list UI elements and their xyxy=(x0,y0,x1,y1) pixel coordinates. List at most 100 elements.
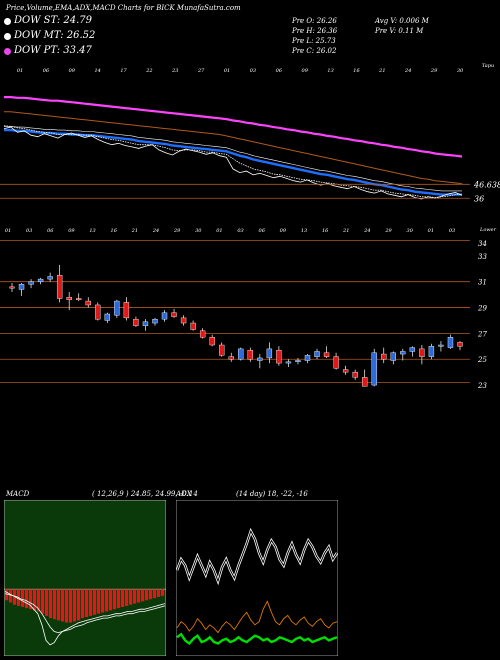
macd-histogram-bar xyxy=(89,589,93,616)
adx-chart xyxy=(176,500,338,656)
price-x-tick: 30 xyxy=(407,228,414,234)
candle-body xyxy=(285,361,292,364)
candle-body xyxy=(333,356,339,369)
macd-histogram-bar xyxy=(145,589,149,601)
candle-body xyxy=(276,349,282,364)
ema-x-tick: 09 xyxy=(302,68,309,74)
candle-body xyxy=(295,360,301,363)
macd-chart xyxy=(4,500,166,656)
adx-lines xyxy=(176,527,338,646)
candle-body xyxy=(352,371,358,378)
pre-volume: Pre V: 0.11 M xyxy=(375,27,424,35)
macd-histogram-bar xyxy=(29,589,33,610)
ema-corner-label: Tapu xyxy=(482,63,494,69)
macd-histogram-bar xyxy=(101,589,105,613)
candle-body xyxy=(247,349,253,360)
ema-x-tick: 30 xyxy=(457,68,464,74)
ema-short-line xyxy=(3,125,462,198)
macd-histogram-bar xyxy=(53,589,57,620)
candle-body xyxy=(56,275,63,299)
ema-x-tick: 16 xyxy=(353,68,360,74)
candle-body xyxy=(438,344,444,347)
price-x-tick: 03 xyxy=(237,228,243,234)
macd-line xyxy=(4,591,166,646)
price-chart: 01 03 06 09 13 16 21 24 29 30 01 03 06 09 13 16 21 24 29 30… xyxy=(0,227,497,390)
price-support-lines xyxy=(0,239,470,383)
macd-histogram-bar xyxy=(125,589,129,606)
price-x-tick: 09 xyxy=(68,228,75,234)
candle-body xyxy=(85,300,91,306)
ema-mid-upper-line xyxy=(4,126,462,192)
price-corner-label: Lower xyxy=(479,227,497,233)
macd-histogram-bar xyxy=(61,589,65,622)
ema-lines xyxy=(3,96,463,200)
avg-volume: Avg V: 0.006 M xyxy=(375,17,429,25)
candle-body xyxy=(457,342,463,347)
macd-histogram-bar xyxy=(109,589,113,611)
candle-body xyxy=(428,346,435,357)
macd-histogram-bar xyxy=(149,589,153,600)
candle-body xyxy=(37,278,44,282)
candle-body xyxy=(76,298,82,300)
macd-histogram-bar xyxy=(5,589,9,601)
adx-params: (14 day) 18, -22, -16 xyxy=(236,490,308,498)
adx-background xyxy=(176,500,338,656)
candle-body xyxy=(161,312,168,320)
candle-body xyxy=(28,281,34,285)
candle-body xyxy=(228,356,234,360)
dow-pt-label: DOW PT: 33.47 xyxy=(14,45,92,56)
pre-high: Pre H: 26.36 xyxy=(292,27,338,35)
candle-body xyxy=(66,296,72,300)
macd-histogram-bar xyxy=(65,589,69,623)
ema-x-tick: 03 xyxy=(250,68,256,74)
macd-background xyxy=(4,500,166,656)
candle-body xyxy=(238,348,244,360)
candle-body xyxy=(123,302,130,319)
candle-body xyxy=(47,276,53,280)
candle-body xyxy=(314,351,320,357)
pre-open: Pre O: 26.26 xyxy=(292,17,337,25)
macd-histogram-bar xyxy=(161,589,165,596)
ema-x-tick: 09 xyxy=(69,68,76,74)
price-y-tick: 33 xyxy=(478,253,487,261)
ema-x-tick: 27 xyxy=(197,68,205,74)
price-x-tick: 29 xyxy=(173,228,181,234)
price-x-tick: 06 xyxy=(259,228,266,234)
macd-histogram-bar xyxy=(133,589,137,604)
macd-histogram-bar xyxy=(41,589,45,614)
dow-pt-marker xyxy=(4,48,11,55)
ema-x-tick: 29 xyxy=(430,68,438,74)
price-x-tick: 01 xyxy=(428,228,434,234)
macd-signal-line xyxy=(4,593,166,634)
macd-histogram-bar xyxy=(85,589,89,617)
macd-histogram-bar xyxy=(157,589,161,597)
macd-histogram-bar xyxy=(77,589,81,621)
macd-histogram-bar xyxy=(81,589,85,619)
candle-body xyxy=(95,304,101,320)
price-y-tick: 29 xyxy=(477,305,487,313)
macd-histogram-bar xyxy=(49,589,53,619)
candle-body xyxy=(18,284,25,290)
price-x-tick: 21 xyxy=(342,228,349,234)
macd-histogram-bar xyxy=(33,589,37,611)
price-y-tick: 25 xyxy=(477,356,487,364)
price-y-tick: 23 xyxy=(477,382,487,390)
macd-histogram-bar xyxy=(21,589,25,607)
ema-x-tick: 21 xyxy=(378,68,385,74)
macd-params: ( 12,26,9 ) 24.85, 24.99, -0.14 xyxy=(92,490,198,498)
candle-body xyxy=(209,337,215,346)
pre-low: Pre L: 25.73 xyxy=(292,37,336,45)
price-x-tick: 29 xyxy=(384,228,392,234)
candle-body xyxy=(447,337,454,348)
macd-histogram-bar xyxy=(57,589,61,621)
macd-histogram-bar xyxy=(69,589,73,623)
ema-x-tick: 23 xyxy=(171,68,178,74)
dow-mt-label: DOW MT: 26.52 xyxy=(14,30,96,41)
ema-y-labels: 46.638 36 xyxy=(0,180,500,203)
adx-di-minus-line xyxy=(176,600,338,634)
price-x-ticks: 01 03 06 09 13 16 21 24 29 30 01 03 06 09 13 16 21 24 29 30… xyxy=(5,228,455,234)
candle-body xyxy=(9,286,15,289)
ema-x-tick: 13 xyxy=(327,68,333,74)
adx-di-plus-line xyxy=(176,632,338,646)
candle-body xyxy=(199,330,206,338)
